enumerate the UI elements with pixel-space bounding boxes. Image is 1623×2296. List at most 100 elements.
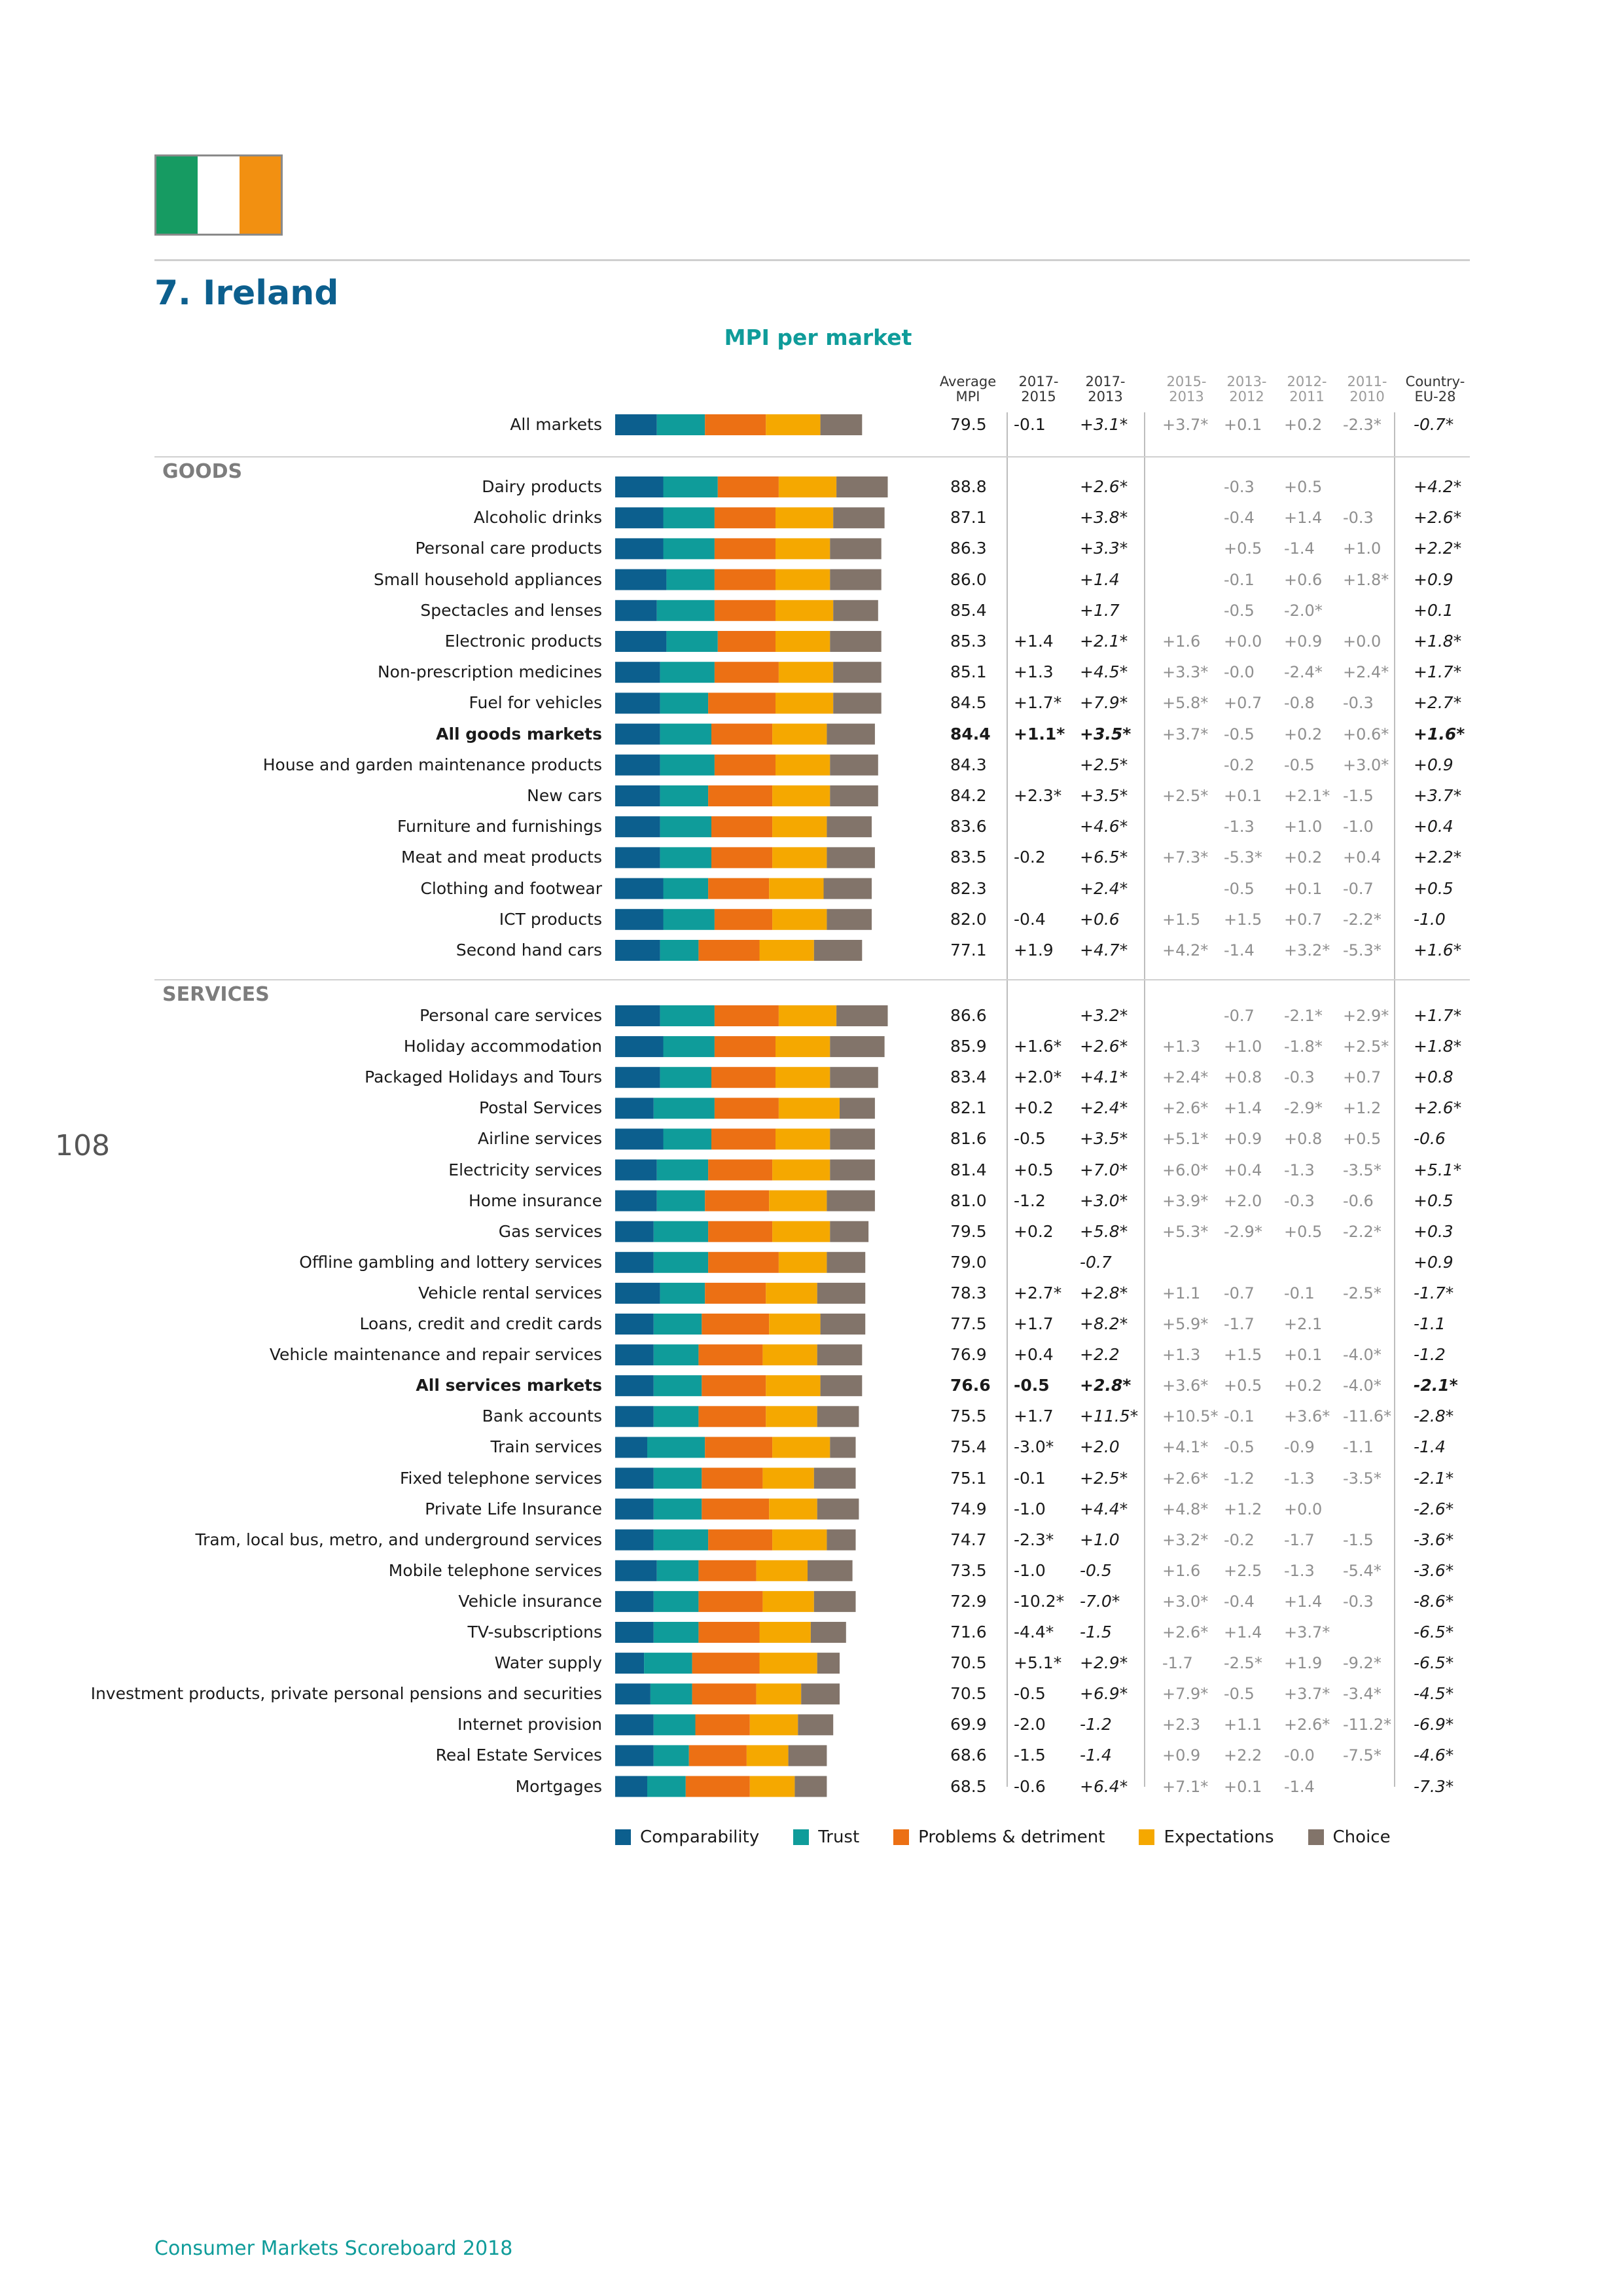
cell-vehicle-rental-services-d: -0.7 — [1224, 1283, 1255, 1302]
bar-water-supply-comparability — [615, 1653, 645, 1674]
services-separator — [154, 979, 1470, 980]
cell-postal-services-eu: +2.6* — [1414, 1098, 1462, 1118]
cell-all-services-markets-b: +2.8* — [1080, 1376, 1132, 1395]
bar-vehicle-maintenance-and-repair-services-expectations — [762, 1344, 817, 1366]
page-title: 7. Ireland — [154, 274, 339, 313]
bar-train-services-problems-detriment — [705, 1437, 773, 1458]
row-label-train-services: Train services — [490, 1437, 602, 1457]
cell-postal-services-a: +0.2 — [1014, 1098, 1054, 1118]
bar-tram-local-bus-metro-and-underground-services-trust — [653, 1529, 709, 1551]
bar-all-markets-problems-detriment — [705, 414, 766, 435]
cell-real-estate-services-d: +2.2 — [1224, 1746, 1262, 1765]
bar-all-services-markets-choice — [820, 1375, 863, 1397]
bar-loans-credit-and-credit-cards-comparability — [615, 1314, 654, 1335]
bar-tram-local-bus-metro-and-underground-services-expectations — [772, 1529, 827, 1551]
cell-tram-local-bus-metro-and-underground-services-eu: -3.6* — [1414, 1530, 1454, 1549]
cell-holiday-accommodation-d: +1.0 — [1224, 1037, 1262, 1056]
bar-alcoholic-drinks-comparability — [615, 507, 664, 529]
cell-furniture-and-furnishings-f: -1.0 — [1343, 817, 1374, 836]
cell-tv-subscriptions-e: +3.7* — [1284, 1623, 1330, 1641]
cell-postal-services-b: +2.4* — [1080, 1098, 1128, 1118]
bar-spectacles-and-lenses-choice — [833, 600, 878, 621]
cell-house-and-garden-maintenance-products-d: -0.2 — [1224, 755, 1255, 774]
cell-small-household-appliances-avg: 86.0 — [950, 569, 987, 589]
bar-vehicle-rental-services-trust — [660, 1282, 705, 1304]
cell-internet-provision-d: +1.1 — [1224, 1715, 1262, 1734]
bar-offline-gambling-and-lottery-services-problems-detriment — [708, 1251, 779, 1273]
bar-personal-care-products-comparability — [615, 538, 664, 560]
cell-all-markets-d: +0.1 — [1224, 416, 1262, 434]
row-label-personal-care-products: Personal care products — [415, 539, 602, 558]
cell-tv-subscriptions-c: +2.6* — [1162, 1623, 1209, 1641]
cell-train-services-a: -3.0* — [1014, 1437, 1054, 1457]
bar-house-and-garden-maintenance-products-expectations — [776, 754, 830, 776]
row-label-water-supply: Water supply — [494, 1653, 602, 1673]
bar-airline-services-choice — [830, 1128, 875, 1150]
cell-house-and-garden-maintenance-products-f: +3.0* — [1343, 755, 1389, 774]
cell-loans-credit-and-credit-cards-c: +5.9* — [1162, 1315, 1209, 1333]
bar-tram-local-bus-metro-and-underground-services-choice — [827, 1529, 856, 1551]
legend-swatch — [1308, 1829, 1324, 1845]
divider-vertical-2 — [1144, 412, 1145, 1787]
cell-loans-credit-and-credit-cards-b: +8.2* — [1080, 1314, 1128, 1333]
cell-internet-provision-avg: 69.9 — [950, 1715, 987, 1734]
cell-bank-accounts-f: -11.6* — [1343, 1407, 1392, 1426]
cell-investment-products-private-personal-pensions-and-securities-d: -0.5 — [1224, 1685, 1255, 1704]
header-average-mpi: Average MPI — [939, 374, 997, 404]
cell-mortgages-eu: -7.3* — [1414, 1776, 1454, 1796]
cell-fuel-for-vehicles-c: +5.8* — [1162, 694, 1209, 713]
cell-non-prescription-medicines-a: +1.3 — [1014, 662, 1054, 682]
cell-vehicle-insurance-e: +1.4 — [1284, 1592, 1323, 1611]
bar-private-life-insurance-problems-detriment — [702, 1498, 770, 1520]
bar-internet-provision-problems-detriment — [695, 1714, 750, 1736]
bar-non-prescription-medicines-comparability — [615, 662, 660, 683]
row-label-home-insurance: Home insurance — [468, 1191, 602, 1210]
bar-fixed-telephone-services-trust — [653, 1467, 702, 1489]
cell-vehicle-insurance-a: -10.2* — [1014, 1591, 1065, 1611]
cell-home-insurance-b: +3.0* — [1080, 1191, 1128, 1210]
cell-personal-care-services-f: +2.9* — [1343, 1007, 1389, 1025]
page-number: 108 — [55, 1129, 110, 1162]
bar-electronic-products-expectations — [776, 631, 830, 652]
cell-all-goods-markets-d: -0.5 — [1224, 725, 1255, 744]
cell-small-household-appliances-e: +0.6 — [1284, 570, 1323, 589]
cell-ict-products-avg: 82.0 — [950, 909, 987, 929]
row-label-internet-provision: Internet provision — [457, 1715, 602, 1734]
cell-packaged-holidays-and-tours-f: +0.7 — [1343, 1068, 1382, 1087]
cell-meat-and-meat-products-f: +0.4 — [1343, 848, 1382, 867]
cell-second-hand-cars-eu: +1.6* — [1414, 941, 1462, 960]
legend-swatch — [615, 1829, 631, 1845]
bar-fixed-telephone-services-problems-detriment — [702, 1467, 763, 1489]
bar-mobile-telephone-services-comparability — [615, 1560, 657, 1581]
legend-item-problems-detriment: Problems & detriment — [893, 1827, 1105, 1847]
cell-fixed-telephone-services-e: -1.3 — [1284, 1469, 1315, 1488]
cell-vehicle-maintenance-and-repair-services-eu: -1.2 — [1414, 1345, 1446, 1365]
cell-alcoholic-drinks-b: +3.8* — [1080, 508, 1128, 528]
cell-vehicle-insurance-eu: -8.6* — [1414, 1591, 1454, 1611]
cell-mortgages-d: +0.1 — [1224, 1777, 1262, 1796]
cell-vehicle-insurance-c: +3.0* — [1162, 1592, 1209, 1611]
cell-house-and-garden-maintenance-products-e: -0.5 — [1284, 755, 1315, 774]
bar-home-insurance-problems-detriment — [705, 1190, 770, 1211]
cell-personal-care-services-d: -0.7 — [1224, 1007, 1255, 1025]
section-services: SERVICES — [162, 983, 270, 1006]
cell-all-services-markets-a: -0.5 — [1014, 1376, 1050, 1395]
cell-holiday-accommodation-e: -1.8* — [1284, 1037, 1323, 1056]
bar-holiday-accommodation-trust — [663, 1036, 715, 1058]
bar-electricity-services-problems-detriment — [708, 1159, 773, 1181]
bar-water-supply-trust — [644, 1653, 692, 1674]
cell-all-services-markets-c: +3.6* — [1162, 1376, 1209, 1395]
bar-fuel-for-vehicles-comparability — [615, 692, 660, 714]
cell-all-markets-c: +3.7* — [1162, 416, 1209, 434]
cell-electricity-services-e: -1.3 — [1284, 1160, 1315, 1179]
bar-dairy-products-comparability — [615, 476, 664, 497]
row-label-vehicle-maintenance-and-repair-services: Vehicle maintenance and repair services — [269, 1345, 602, 1365]
cell-fixed-telephone-services-f: -3.5* — [1343, 1469, 1382, 1488]
bar-fuel-for-vehicles-choice — [833, 692, 882, 714]
bar-all-goods-markets-comparability — [615, 723, 660, 745]
header-2012-2011: 2012- 2011 — [1287, 374, 1327, 404]
bar-vehicle-rental-services-comparability — [615, 1282, 660, 1304]
cell-real-estate-services-eu: -4.6* — [1414, 1746, 1454, 1765]
bar-offline-gambling-and-lottery-services-choice — [827, 1251, 866, 1273]
cell-vehicle-rental-services-e: -0.1 — [1284, 1283, 1315, 1302]
